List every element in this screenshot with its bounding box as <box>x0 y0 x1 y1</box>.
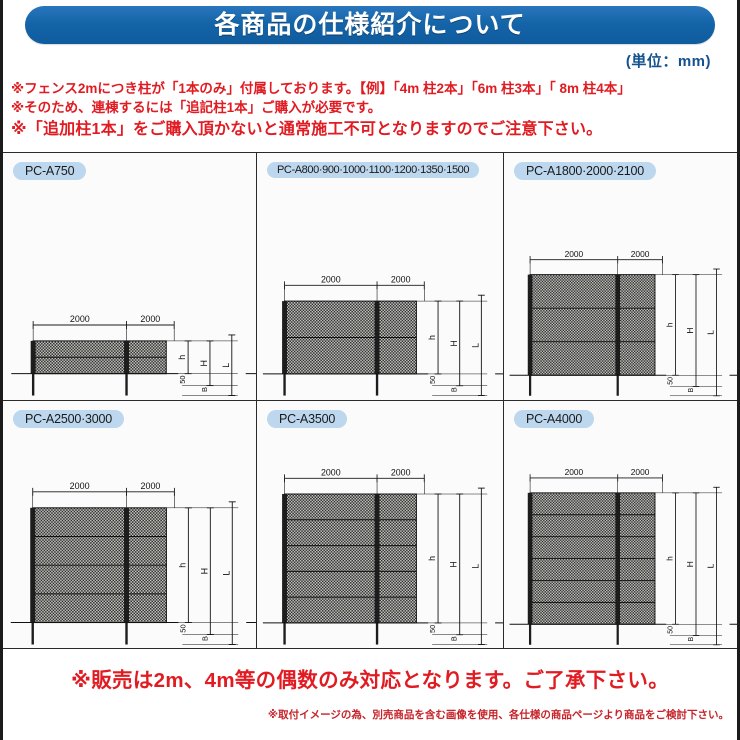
svg-text:H: H <box>199 567 209 573</box>
svg-text:50: 50 <box>428 376 437 384</box>
product-badge: PC-A4000 <box>514 409 595 428</box>
fence-drawing: 2000 2000 h H L 50 B <box>504 427 737 649</box>
notes-block: ※フェンス2mにつき柱が「1本のみ」付属しております。【例】「4m 柱2本」「6… <box>3 71 737 142</box>
spec-cell: PC-A750 2000 2000 h H L 50 B <box>3 153 256 400</box>
svg-text:H: H <box>685 328 695 334</box>
svg-text:L: L <box>706 330 716 335</box>
note-line-2: ※そのため、連棟するには「追記柱1本」ご購入が必要です。 <box>11 100 382 116</box>
product-badge: PC-A750 <box>13 162 87 181</box>
fence-drawing: 2000 2000 h H L 50 B <box>504 179 737 400</box>
page-title: 各商品の仕様紹介について <box>214 11 526 39</box>
bottom-sub-note: ※取付イメージの為、別売商品を含む画像を使用、各仕様の商品ページより商品をご検討… <box>267 709 729 722</box>
svg-text:2000: 2000 <box>631 249 650 259</box>
spec-grid-row: PC-A750 2000 2000 h H L 50 B PC-A800·900·1000·… <box>3 153 737 401</box>
svg-text:50: 50 <box>428 624 437 632</box>
note-line-1: ※フェンス2mにつき柱が「1本のみ」付属しております。【例】「4m 柱2本」「6… <box>11 81 631 96</box>
svg-text:2000: 2000 <box>321 467 341 477</box>
svg-text:B: B <box>200 636 209 641</box>
header: 各商品の仕様紹介について <box>3 0 737 48</box>
fence-drawing: 2000 2000 h H L 50 B <box>257 427 503 649</box>
svg-text:50: 50 <box>178 376 187 384</box>
header-pill <box>25 6 715 44</box>
svg-text:2000: 2000 <box>321 274 341 284</box>
svg-text:h: h <box>665 322 675 327</box>
note-line-3: ※「追加柱1本」をご購入頂かないと通常施工不可となりますのでご注意下さい。 <box>11 121 603 139</box>
svg-text:h: h <box>177 562 187 567</box>
unit-label: (単位：mm) <box>625 53 711 70</box>
spec-cell: PC-A1800·2000·2100 2000 2000 h H L 50 B <box>503 153 737 400</box>
svg-text:2000: 2000 <box>140 314 160 324</box>
spec-cell: PC-A4000 2000 2000 h H L 50 B <box>503 400 737 649</box>
spec-cell: PC-A2500·3000 2000 2000 h H L 50 B <box>3 401 256 649</box>
svg-text:B: B <box>200 387 209 392</box>
svg-text:L: L <box>221 570 231 575</box>
svg-text:h: h <box>427 335 437 340</box>
svg-text:50: 50 <box>668 377 675 385</box>
bottom-main-note: ※販売は2m、4m等の偶数のみ対応となります。ご了承下さい。 <box>70 669 670 693</box>
svg-text:2000: 2000 <box>70 314 90 324</box>
svg-text:B: B <box>450 387 459 392</box>
spec-cell: PC-A3500 2000 2000 h H L 50 B <box>256 400 503 649</box>
svg-text:h: h <box>177 355 187 360</box>
svg-text:2000: 2000 <box>565 467 584 477</box>
svg-text:50: 50 <box>668 625 675 633</box>
svg-text:H: H <box>449 340 459 346</box>
fence-drawing: 2000 2000 h H L 50 B <box>257 179 503 400</box>
svg-text:2000: 2000 <box>631 467 650 477</box>
svg-text:2000: 2000 <box>391 274 411 284</box>
spec-grid: PC-A750 2000 2000 h H L 50 B PC-A800·900·1000·… <box>3 152 737 650</box>
svg-text:L: L <box>706 563 716 568</box>
svg-text:50: 50 <box>178 624 187 632</box>
product-badge: PC-A800·900·1000·1100·1200·1350·1500 <box>267 162 480 179</box>
bottom-block: ※販売は2m、4m等の偶数のみ対応となります。ご了承下さい。 ※取付イメージの為… <box>3 649 737 722</box>
fence-drawing: 2000 2000 h H L 50 B <box>3 427 256 649</box>
svg-text:L: L <box>221 363 231 368</box>
spec-cell: PC-A800·900·1000·1100·1200·1350·1500 200… <box>256 153 503 400</box>
svg-text:2000: 2000 <box>140 480 160 490</box>
spec-grid-row: PC-A2500·3000 2000 2000 h H L 50 B PC-A3500 20… <box>3 400 737 649</box>
svg-text:B: B <box>688 636 695 641</box>
product-badge: PC-A1800·2000·2100 <box>514 162 657 181</box>
svg-text:B: B <box>450 636 459 641</box>
svg-text:L: L <box>470 343 480 348</box>
product-badge: PC-A2500·3000 <box>13 409 125 428</box>
product-badge: PC-A3500 <box>267 409 348 428</box>
svg-text:H: H <box>199 360 209 366</box>
svg-text:H: H <box>685 561 695 567</box>
fence-drawing: 2000 2000 h H L 50 B <box>3 179 256 400</box>
svg-text:h: h <box>427 555 437 560</box>
svg-text:H: H <box>449 561 459 567</box>
svg-text:h: h <box>665 555 675 560</box>
svg-text:2000: 2000 <box>70 480 90 490</box>
svg-text:L: L <box>470 563 480 568</box>
svg-text:2000: 2000 <box>391 467 411 477</box>
svg-text:2000: 2000 <box>565 249 584 259</box>
svg-text:B: B <box>688 388 695 393</box>
